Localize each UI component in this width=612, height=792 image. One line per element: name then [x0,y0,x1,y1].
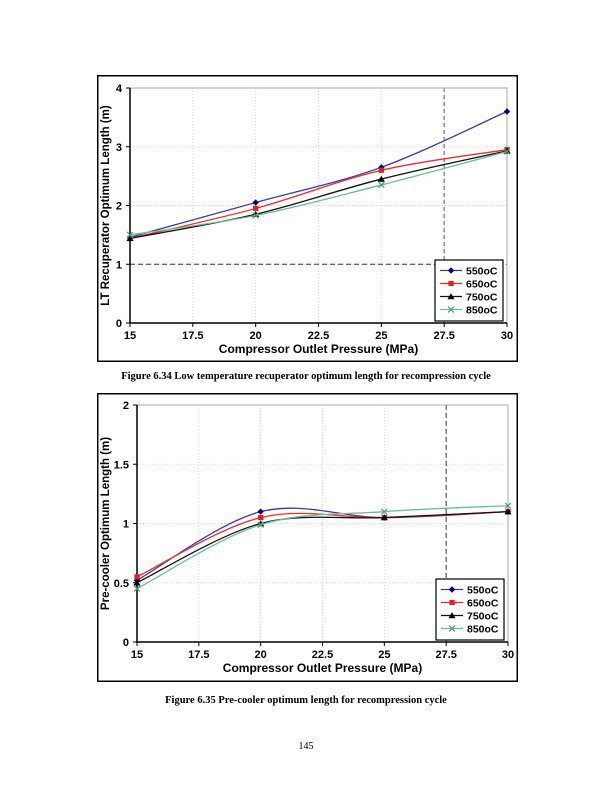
chart-text: 1 [116,259,122,271]
x-marker-icon [504,502,512,510]
legend-entry-550oC: 550oC [466,265,498,277]
legend-entry-750oC: 750oC [467,610,499,622]
chart-text: 17.5 [188,649,209,661]
series-line [136,511,509,584]
square-marker-icon [378,167,384,173]
chart-text: Pre-cooler Optimum Length (m) [100,437,112,610]
x-marker-icon [133,585,141,592]
legend-entry-850oC: 850oC [466,304,498,316]
chart-text: LT Recuperator Optimum Length (m) [100,105,112,306]
series-line [136,507,509,581]
pre-cooler-chart: 15 17.5 20 22.5 25 27.5 30 0 0.5 1 1.5 2 Compressor … [97,393,518,682]
series-line [129,150,508,240]
triangle-marker-icon [133,579,141,586]
chart-text: 22.5 [308,330,329,342]
square-marker-icon [448,280,454,287]
legend-entry-650oC: 650oC [466,278,498,290]
chart-text: 25 [378,649,390,661]
chart-text: 1 [123,519,129,531]
x-marker-icon [381,508,388,515]
chart-text: 27.5 [433,330,454,342]
series-line [129,150,508,236]
triangle-marker-icon [504,508,512,515]
chart-text: 30 [502,649,514,661]
page-number: 145 [298,741,314,752]
x-marker-icon [447,306,455,313]
diamond-marker-icon [503,108,511,115]
chart-text: 2 [123,400,129,412]
legend-entry-650oC: 650oC [467,597,499,609]
diamond-marker-icon [252,199,259,206]
chart-text: 2 [116,201,122,213]
chart-text: 20 [255,649,267,661]
triangle-marker-icon [377,175,385,182]
square-marker-icon [253,205,259,212]
legend-entry-850oC: 850oC [467,623,499,635]
legend-box [435,578,505,641]
chart-canvas: 15 17.5 20 22.5 25 27.5 30 0 1 2 3 4 Compressor Outl… [97,75,518,362]
chart-text: 15 [124,330,136,342]
square-marker-icon [258,514,264,521]
series-850oC [126,148,511,239]
legend-entry-750oC: 750oC [466,291,498,303]
chart-text: 0.5 [114,578,129,590]
series-850oC [133,502,512,592]
legend-entry-550oC: 550oC [467,584,499,596]
chart-text: 27.5 [435,649,456,661]
axis-ticks [133,404,509,646]
lt-recuperator-chart: 15 17.5 20 22.5 25 27.5 30 0 1 2 3 4 Compressor Outl… [97,75,518,362]
chart-text: 22.5 [312,649,333,661]
triangle-marker-icon [126,235,134,242]
x-marker-icon [378,181,385,189]
figure-6-34-caption: Figure 6.34 Low temperature recuperator … [121,371,491,382]
chart-text: 0 [123,637,129,649]
chart-text: 1.5 [114,459,129,471]
chart-text: 0 [116,318,122,330]
series-line [136,505,509,590]
x-marker-icon [252,212,259,219]
chart-text: 25 [375,330,387,342]
chart-text: 15 [131,649,143,661]
series-line [129,110,508,238]
chart-outer-border [97,393,518,682]
chart-text: Compressor Outlet Pressure (MPa) [219,342,418,356]
chart-canvas: 15 17.5 20 22.5 25 27.5 30 0 0.5 1 1.5 2 Compressor … [97,393,518,682]
diamond-marker-icon [447,267,455,274]
square-marker-icon [134,574,140,580]
triangle-marker-icon [380,514,388,521]
chart-text: 3 [116,142,122,154]
chart-outer-border [97,75,518,362]
diamond-marker-icon [257,508,264,515]
triangle-marker-icon [447,293,455,300]
chart-text: 30 [501,330,513,342]
triangle-marker-icon [448,612,456,619]
figure-6-35-caption: Figure 6.35 Pre-cooler optimum length fo… [165,695,447,706]
series-line [129,149,508,240]
chart-text: 4 [116,83,123,95]
x-marker-icon [503,148,511,155]
x-marker-icon [126,231,134,239]
chart-text: 20 [250,330,262,342]
chart-text: 17.5 [182,330,203,342]
square-marker-icon [449,599,455,606]
diamond-marker-icon [448,586,456,593]
axis-ticks [126,87,508,327]
x-marker-icon [257,521,264,529]
x-marker-icon [448,625,456,632]
chart-text: Compressor Outlet Pressure (MPa) [223,661,422,675]
